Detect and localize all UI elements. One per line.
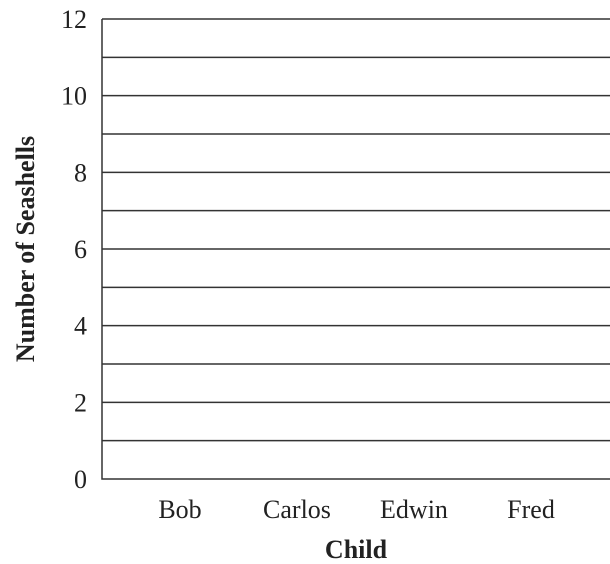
x-tick-label: Bob [158, 495, 201, 524]
x-tick-label: Edwin [380, 495, 448, 524]
x-axis-ticks: Bob Carlos Edwin Fred [158, 495, 555, 524]
x-axis-title: Child [325, 535, 388, 564]
y-tick-label: 10 [61, 82, 87, 111]
y-tick-label: 4 [74, 312, 87, 341]
y-tick-label: 6 [74, 235, 87, 264]
gridlines [102, 19, 610, 441]
x-tick-label: Fred [507, 495, 555, 524]
y-tick-label: 2 [74, 388, 87, 417]
y-axis-title: Number of Seashells [11, 136, 40, 362]
x-tick-label: Carlos [263, 495, 331, 524]
y-tick-label: 0 [74, 465, 87, 494]
y-axis-ticks: 0 2 4 6 8 10 12 [61, 5, 87, 494]
y-tick-label: 8 [74, 158, 87, 187]
y-tick-label: 12 [61, 5, 87, 34]
